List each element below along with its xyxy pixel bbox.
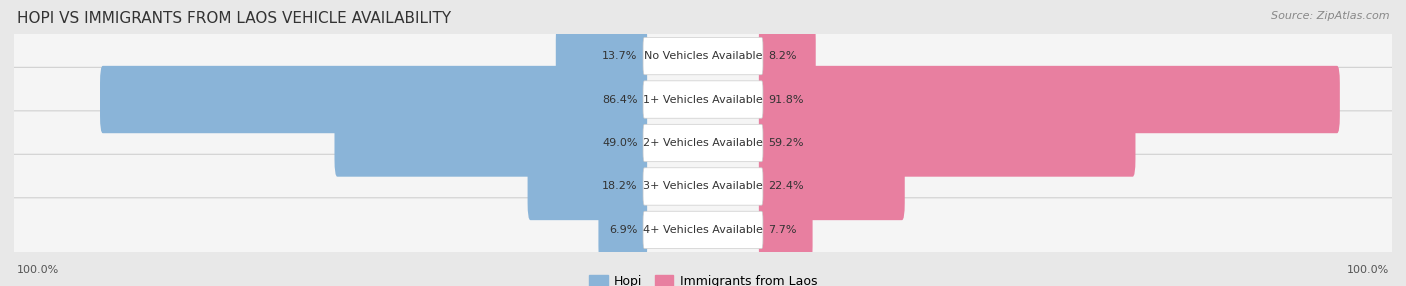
- Text: 86.4%: 86.4%: [602, 95, 637, 104]
- Text: 1+ Vehicles Available: 1+ Vehicles Available: [643, 95, 763, 104]
- Text: 22.4%: 22.4%: [769, 182, 804, 191]
- Text: 18.2%: 18.2%: [602, 182, 637, 191]
- FancyBboxPatch shape: [555, 22, 647, 90]
- FancyBboxPatch shape: [527, 153, 647, 220]
- FancyBboxPatch shape: [759, 109, 1136, 177]
- Text: 91.8%: 91.8%: [769, 95, 804, 104]
- Text: 3+ Vehicles Available: 3+ Vehicles Available: [643, 182, 763, 191]
- Text: No Vehicles Available: No Vehicles Available: [644, 51, 762, 61]
- FancyBboxPatch shape: [759, 66, 1340, 133]
- FancyBboxPatch shape: [599, 196, 647, 264]
- FancyBboxPatch shape: [643, 124, 763, 162]
- FancyBboxPatch shape: [643, 37, 763, 75]
- Legend: Hopi, Immigrants from Laos: Hopi, Immigrants from Laos: [583, 270, 823, 286]
- Text: Source: ZipAtlas.com: Source: ZipAtlas.com: [1271, 11, 1389, 21]
- Text: 8.2%: 8.2%: [769, 51, 797, 61]
- FancyBboxPatch shape: [13, 24, 1393, 88]
- FancyBboxPatch shape: [759, 196, 813, 264]
- FancyBboxPatch shape: [13, 198, 1393, 262]
- FancyBboxPatch shape: [643, 211, 763, 249]
- FancyBboxPatch shape: [759, 22, 815, 90]
- FancyBboxPatch shape: [643, 81, 763, 118]
- Text: 100.0%: 100.0%: [17, 265, 59, 275]
- Text: HOPI VS IMMIGRANTS FROM LAOS VEHICLE AVAILABILITY: HOPI VS IMMIGRANTS FROM LAOS VEHICLE AVA…: [17, 11, 451, 26]
- FancyBboxPatch shape: [13, 154, 1393, 219]
- FancyBboxPatch shape: [100, 66, 647, 133]
- Text: 49.0%: 49.0%: [602, 138, 637, 148]
- FancyBboxPatch shape: [643, 168, 763, 205]
- FancyBboxPatch shape: [13, 111, 1393, 175]
- Text: 7.7%: 7.7%: [769, 225, 797, 235]
- Text: 4+ Vehicles Available: 4+ Vehicles Available: [643, 225, 763, 235]
- Text: 6.9%: 6.9%: [609, 225, 637, 235]
- FancyBboxPatch shape: [335, 109, 647, 177]
- Text: 2+ Vehicles Available: 2+ Vehicles Available: [643, 138, 763, 148]
- FancyBboxPatch shape: [13, 67, 1393, 132]
- Text: 13.7%: 13.7%: [602, 51, 637, 61]
- Text: 100.0%: 100.0%: [1347, 265, 1389, 275]
- FancyBboxPatch shape: [759, 153, 904, 220]
- Text: 59.2%: 59.2%: [769, 138, 804, 148]
